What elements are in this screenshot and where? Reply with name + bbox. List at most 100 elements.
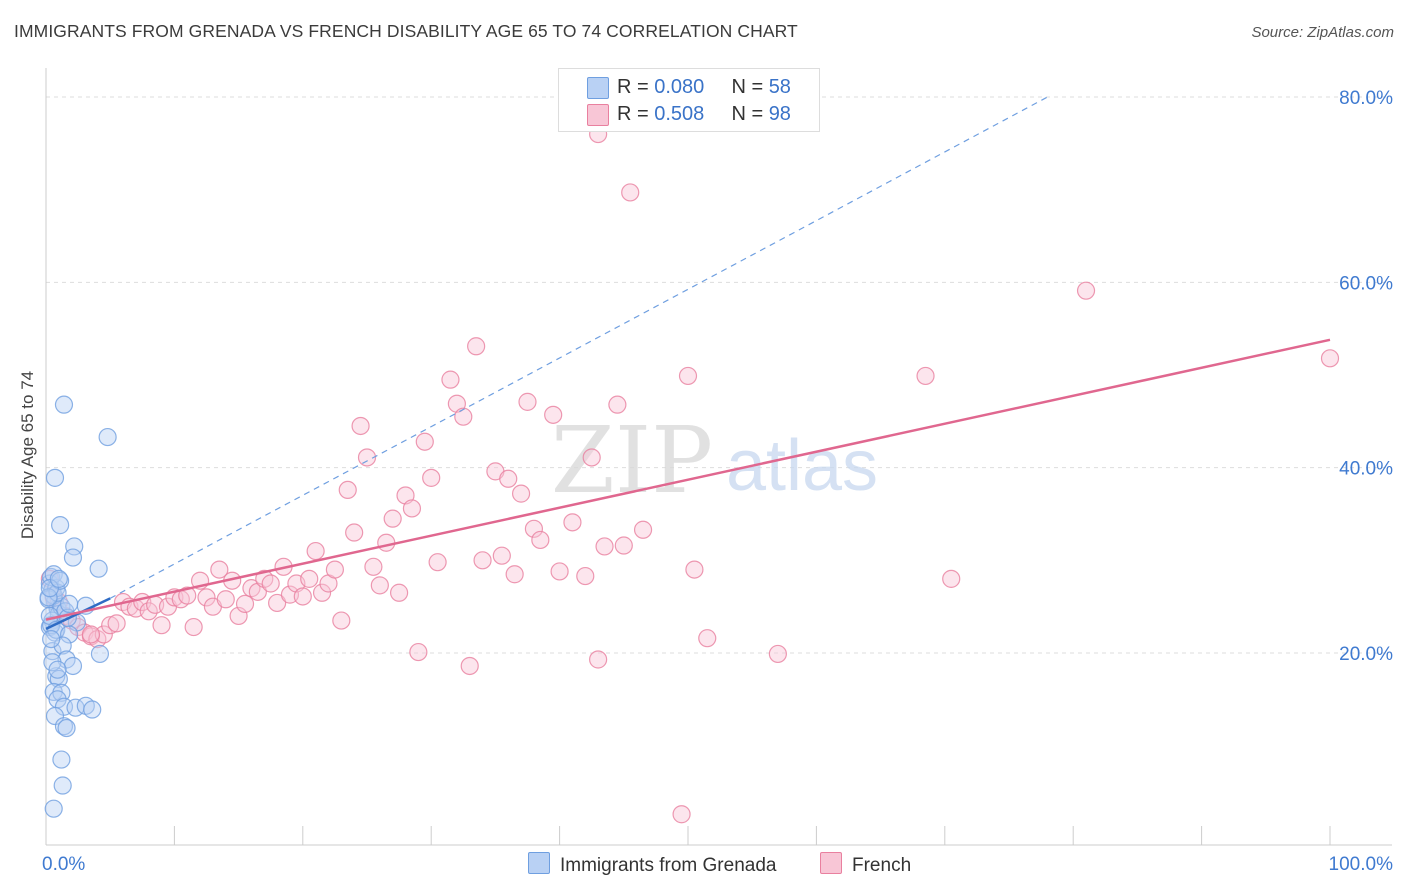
french-point-94 <box>1076 281 1096 300</box>
french-point-84 <box>614 536 633 555</box>
legend-label-grenada: Immigrants from Grenada <box>560 855 777 876</box>
grenada-point-45 <box>54 717 74 736</box>
french-point-75 <box>531 530 550 550</box>
y-tick-label-40: 40.0% <box>1339 459 1393 480</box>
french-point-62 <box>441 370 460 389</box>
n-label: N = <box>731 103 769 125</box>
french-point-42 <box>306 541 325 561</box>
grenada-point-54 <box>48 660 67 679</box>
y-tick-label-80: 80.0% <box>1339 88 1393 109</box>
french-point-53 <box>377 533 396 552</box>
axes <box>45 68 1392 846</box>
grenada-point-34 <box>90 644 110 664</box>
grenada-point-33 <box>63 656 83 676</box>
grenada-point-32 <box>57 650 76 669</box>
r-label: R = <box>617 103 655 125</box>
grid <box>46 96 1392 654</box>
legend-swatch-blue <box>528 852 550 874</box>
grenada-point-44 <box>45 706 65 726</box>
data-points <box>39 124 1340 824</box>
french-point-10 <box>101 616 120 635</box>
french-point-88 <box>678 366 698 386</box>
grenada-point-26 <box>63 548 83 567</box>
legend-item-french: French <box>820 852 911 877</box>
french-point-48 <box>345 523 364 542</box>
french-point-83 <box>608 395 627 414</box>
french-point-93 <box>942 569 961 588</box>
french-point-40 <box>293 587 312 606</box>
french-point-50 <box>357 448 377 467</box>
french-point-23 <box>184 617 203 637</box>
french-point-90 <box>698 629 717 648</box>
french-point-11 <box>107 614 126 633</box>
grenada-point-47 <box>52 750 71 769</box>
grenada-point-46 <box>57 718 76 738</box>
n-value: 58 <box>768 76 791 98</box>
french-point-85 <box>621 183 640 202</box>
grenada-point-49 <box>44 799 63 818</box>
source-label: Source: ZipAtlas.com <box>1251 24 1394 41</box>
french-point-72 <box>511 484 531 503</box>
french-point-65 <box>460 656 479 676</box>
french-point-52 <box>370 576 389 595</box>
grenada-point-21 <box>98 427 117 447</box>
grenada-point-22 <box>45 468 65 487</box>
french-point-45 <box>325 560 344 579</box>
french-point-70 <box>499 469 518 488</box>
grenada-point-50 <box>42 629 61 649</box>
watermark-zip: ZIP <box>551 407 713 514</box>
french-point-31 <box>235 594 255 613</box>
grenada-point-43 <box>83 700 102 719</box>
french-point-35 <box>261 574 280 593</box>
french-point-22 <box>178 586 197 605</box>
french-point-61 <box>428 553 447 572</box>
chart-title: IMMIGRANTS FROM GRENADA VS FRENCH DISABI… <box>14 21 798 41</box>
grenada-point-20 <box>54 395 74 414</box>
tick-labels: 20.0% 40.0% 60.0% 80.0% 0.0% 100.0% <box>42 88 1393 875</box>
french-point-47 <box>338 480 357 500</box>
french-point-81 <box>589 650 608 669</box>
french-point-27 <box>210 560 229 579</box>
trend-lines <box>45 96 1331 631</box>
legend-swatch-blue <box>587 77 609 99</box>
n-value: 98 <box>768 103 791 125</box>
french-point-16 <box>139 602 158 621</box>
x-tick-label-max: 100.0% <box>1329 854 1394 875</box>
french-point-51 <box>364 557 383 576</box>
french-point-28 <box>216 590 235 609</box>
french-point-49 <box>351 416 370 436</box>
grenada-point-35 <box>47 667 66 686</box>
french-point-80 <box>582 448 601 467</box>
grenada-point-23 <box>51 516 70 535</box>
french-point-18 <box>152 616 171 635</box>
french-point-82 <box>595 537 614 556</box>
grenada-point-31 <box>53 636 72 655</box>
french-point-36 <box>268 593 287 613</box>
french-point-60 <box>422 468 441 487</box>
french-point-54 <box>383 509 402 528</box>
watermark: ZIP atlas <box>551 407 878 514</box>
french-point-86 <box>633 520 653 539</box>
french-point-55 <box>390 583 409 602</box>
french-point-97 <box>81 625 101 644</box>
grenada-point-57 <box>49 569 68 588</box>
grenada-trend-dashed <box>109 96 1048 599</box>
french-point-67 <box>473 551 492 570</box>
legend-label-french: French <box>852 855 912 876</box>
grenada-point-24 <box>89 559 108 578</box>
french-point-95 <box>1320 349 1340 368</box>
legend-swatch-pink <box>587 104 609 126</box>
french-point-74 <box>524 519 544 538</box>
french-trend-solid <box>45 338 1331 621</box>
french-point-57 <box>402 499 422 518</box>
grenada-point-51 <box>39 588 58 607</box>
french-point-87 <box>672 805 691 824</box>
french-point-78 <box>563 513 582 532</box>
french-point-59 <box>415 432 434 451</box>
french-point-69 <box>492 546 511 565</box>
french-point-77 <box>550 562 569 581</box>
r-value: 0.508 <box>654 103 705 125</box>
french-point-9 <box>94 625 113 644</box>
y-tick-label-60: 60.0% <box>1339 273 1393 294</box>
n-label: N = <box>731 76 769 98</box>
